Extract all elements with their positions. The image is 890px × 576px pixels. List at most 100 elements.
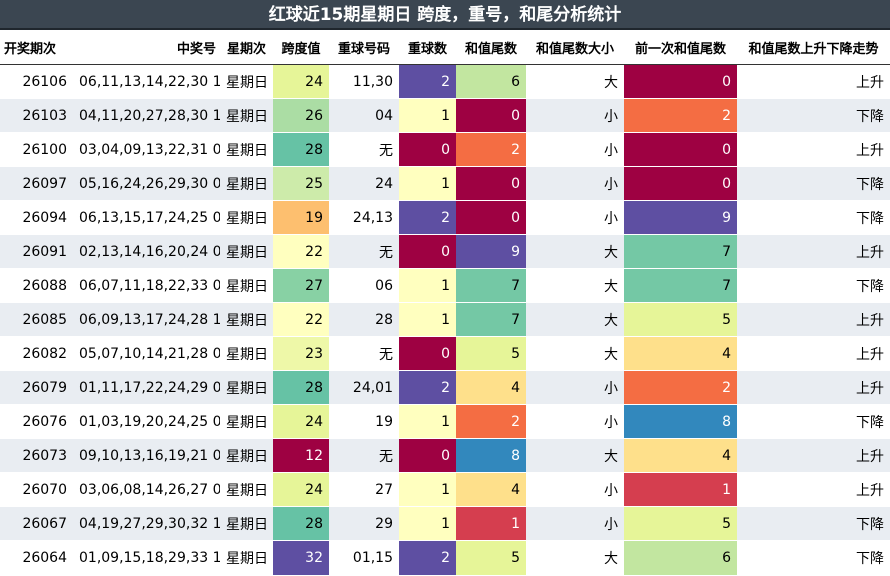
cell-size: 小	[526, 200, 624, 235]
cell-repeat-nums: 24	[329, 166, 399, 201]
cell-issue: 26103	[0, 98, 73, 133]
cell-weekday: 星期日	[220, 302, 273, 337]
cell-tail: 5	[456, 540, 526, 575]
table-row: 26097 05,16,24,26,29,30 02 星期日 25 24 1 0 小 0 下降	[0, 166, 890, 201]
cell-trend: 上升	[737, 336, 890, 371]
table-row: 26067 04,19,27,29,30,32 13 星期日 28 29 1 1 小 5 下降	[0, 506, 890, 541]
cell-span: 23	[273, 336, 329, 371]
cell-issue: 26100	[0, 132, 73, 167]
cell-repeat-count: 2	[399, 64, 456, 99]
cell-weekday: 星期日	[220, 234, 273, 269]
cell-weekday: 星期日	[220, 370, 273, 405]
cell-trend: 下降	[737, 98, 890, 133]
cell-repeat-nums: 19	[329, 404, 399, 439]
cell-span: 25	[273, 166, 329, 201]
cell-repeat-nums: 无	[329, 438, 399, 473]
cell-tail: 4	[456, 472, 526, 507]
cell-repeat-count: 2	[399, 370, 456, 405]
table-row: 26088 06,07,11,18,22,33 05 星期日 27 06 1 7 大 7 下降	[0, 268, 890, 303]
cell-repeat-nums: 04	[329, 98, 399, 133]
cell-issue: 26106	[0, 64, 73, 99]
cell-issue: 26094	[0, 200, 73, 235]
cell-tail: 0	[456, 98, 526, 133]
header-repeat-count: 重球数	[399, 30, 456, 65]
cell-weekday: 星期日	[220, 98, 273, 133]
table-row: 26094 06,13,15,17,24,25 01 星期日 19 24,13 2 0 小 9 下…	[0, 200, 890, 235]
cell-tail: 9	[456, 234, 526, 269]
cell-tail: 0	[456, 166, 526, 201]
cell-weekday: 星期日	[220, 472, 273, 507]
header-weekday: 星期次	[220, 30, 273, 65]
cell-tail: 7	[456, 268, 526, 303]
cell-repeat-count: 0	[399, 234, 456, 269]
cell-size: 大	[526, 64, 624, 99]
cell-size: 小	[526, 166, 624, 201]
cell-size: 小	[526, 472, 624, 507]
cell-numbers: 05,16,24,26,29,30 02	[73, 166, 220, 201]
cell-repeat-count: 1	[399, 472, 456, 507]
cell-prev-tail: 4	[624, 336, 737, 371]
cell-size: 大	[526, 336, 624, 371]
cell-weekday: 星期日	[220, 166, 273, 201]
table-row: 26100 03,04,09,13,22,31 04 星期日 28 无 0 2 小 0 上升	[0, 132, 890, 167]
cell-trend: 下降	[737, 166, 890, 201]
cell-weekday: 星期日	[220, 268, 273, 303]
cell-numbers: 01,11,17,22,24,29 04	[73, 370, 220, 405]
cell-prev-tail: 0	[624, 132, 737, 167]
cell-tail: 7	[456, 302, 526, 337]
cell-prev-tail: 7	[624, 268, 737, 303]
header-tail: 和值尾数	[456, 30, 526, 65]
cell-issue: 26091	[0, 234, 73, 269]
cell-trend: 上升	[737, 64, 890, 99]
cell-trend: 下降	[737, 404, 890, 439]
header-numbers: 中奖号	[73, 30, 220, 65]
cell-size: 小	[526, 404, 624, 439]
cell-tail: 5	[456, 336, 526, 371]
cell-numbers: 02,13,14,16,20,24 05	[73, 234, 220, 269]
cell-span: 12	[273, 438, 329, 473]
cell-numbers: 03,04,09,13,22,31 04	[73, 132, 220, 167]
cell-span: 28	[273, 370, 329, 405]
cell-repeat-count: 1	[399, 166, 456, 201]
cell-issue: 26076	[0, 404, 73, 439]
cell-span: 22	[273, 234, 329, 269]
cell-tail: 0	[456, 200, 526, 235]
cell-span: 19	[273, 200, 329, 235]
cell-issue: 26073	[0, 438, 73, 473]
cell-prev-tail: 8	[624, 404, 737, 439]
stats-table: 开奖期次 中奖号 星期次 跨度值 重球号码 重球数 和值尾数 和值尾数大小 前一…	[0, 30, 890, 575]
cell-trend: 下降	[737, 540, 890, 575]
cell-prev-tail: 9	[624, 200, 737, 235]
cell-tail: 1	[456, 506, 526, 541]
cell-size: 小	[526, 506, 624, 541]
cell-prev-tail: 2	[624, 98, 737, 133]
cell-trend: 下降	[737, 268, 890, 303]
cell-repeat-count: 2	[399, 200, 456, 235]
cell-repeat-nums: 11,30	[329, 64, 399, 99]
cell-size: 大	[526, 234, 624, 269]
cell-repeat-count: 1	[399, 506, 456, 541]
cell-prev-tail: 0	[624, 64, 737, 99]
cell-prev-tail: 2	[624, 370, 737, 405]
cell-span: 27	[273, 268, 329, 303]
cell-tail: 8	[456, 438, 526, 473]
cell-trend: 上升	[737, 370, 890, 405]
cell-repeat-count: 1	[399, 268, 456, 303]
cell-issue: 26070	[0, 472, 73, 507]
cell-issue: 26079	[0, 370, 73, 405]
cell-weekday: 星期日	[220, 404, 273, 439]
table-row: 26076 01,03,19,20,24,25 07 星期日 24 19 1 2 小 8 下降	[0, 404, 890, 439]
cell-weekday: 星期日	[220, 438, 273, 473]
cell-prev-tail: 7	[624, 234, 737, 269]
cell-numbers: 04,19,27,29,30,32 13	[73, 506, 220, 541]
cell-issue: 26088	[0, 268, 73, 303]
header-prev-tail: 前一次和值尾数	[624, 30, 737, 65]
cell-trend: 上升	[737, 438, 890, 473]
cell-span: 24	[273, 404, 329, 439]
table-row: 26106 06,11,13,14,22,30 14 星期日 24 11,30 2 6 大 0 上…	[0, 64, 890, 99]
table-row: 26082 05,07,10,14,21,28 04 星期日 23 无 0 5 大 4 上升	[0, 336, 890, 371]
cell-trend: 上升	[737, 234, 890, 269]
table-row: 26085 06,09,13,17,24,28 15 星期日 22 28 1 7 大 5 上升	[0, 302, 890, 337]
cell-repeat-nums: 27	[329, 472, 399, 507]
cell-tail: 2	[456, 404, 526, 439]
